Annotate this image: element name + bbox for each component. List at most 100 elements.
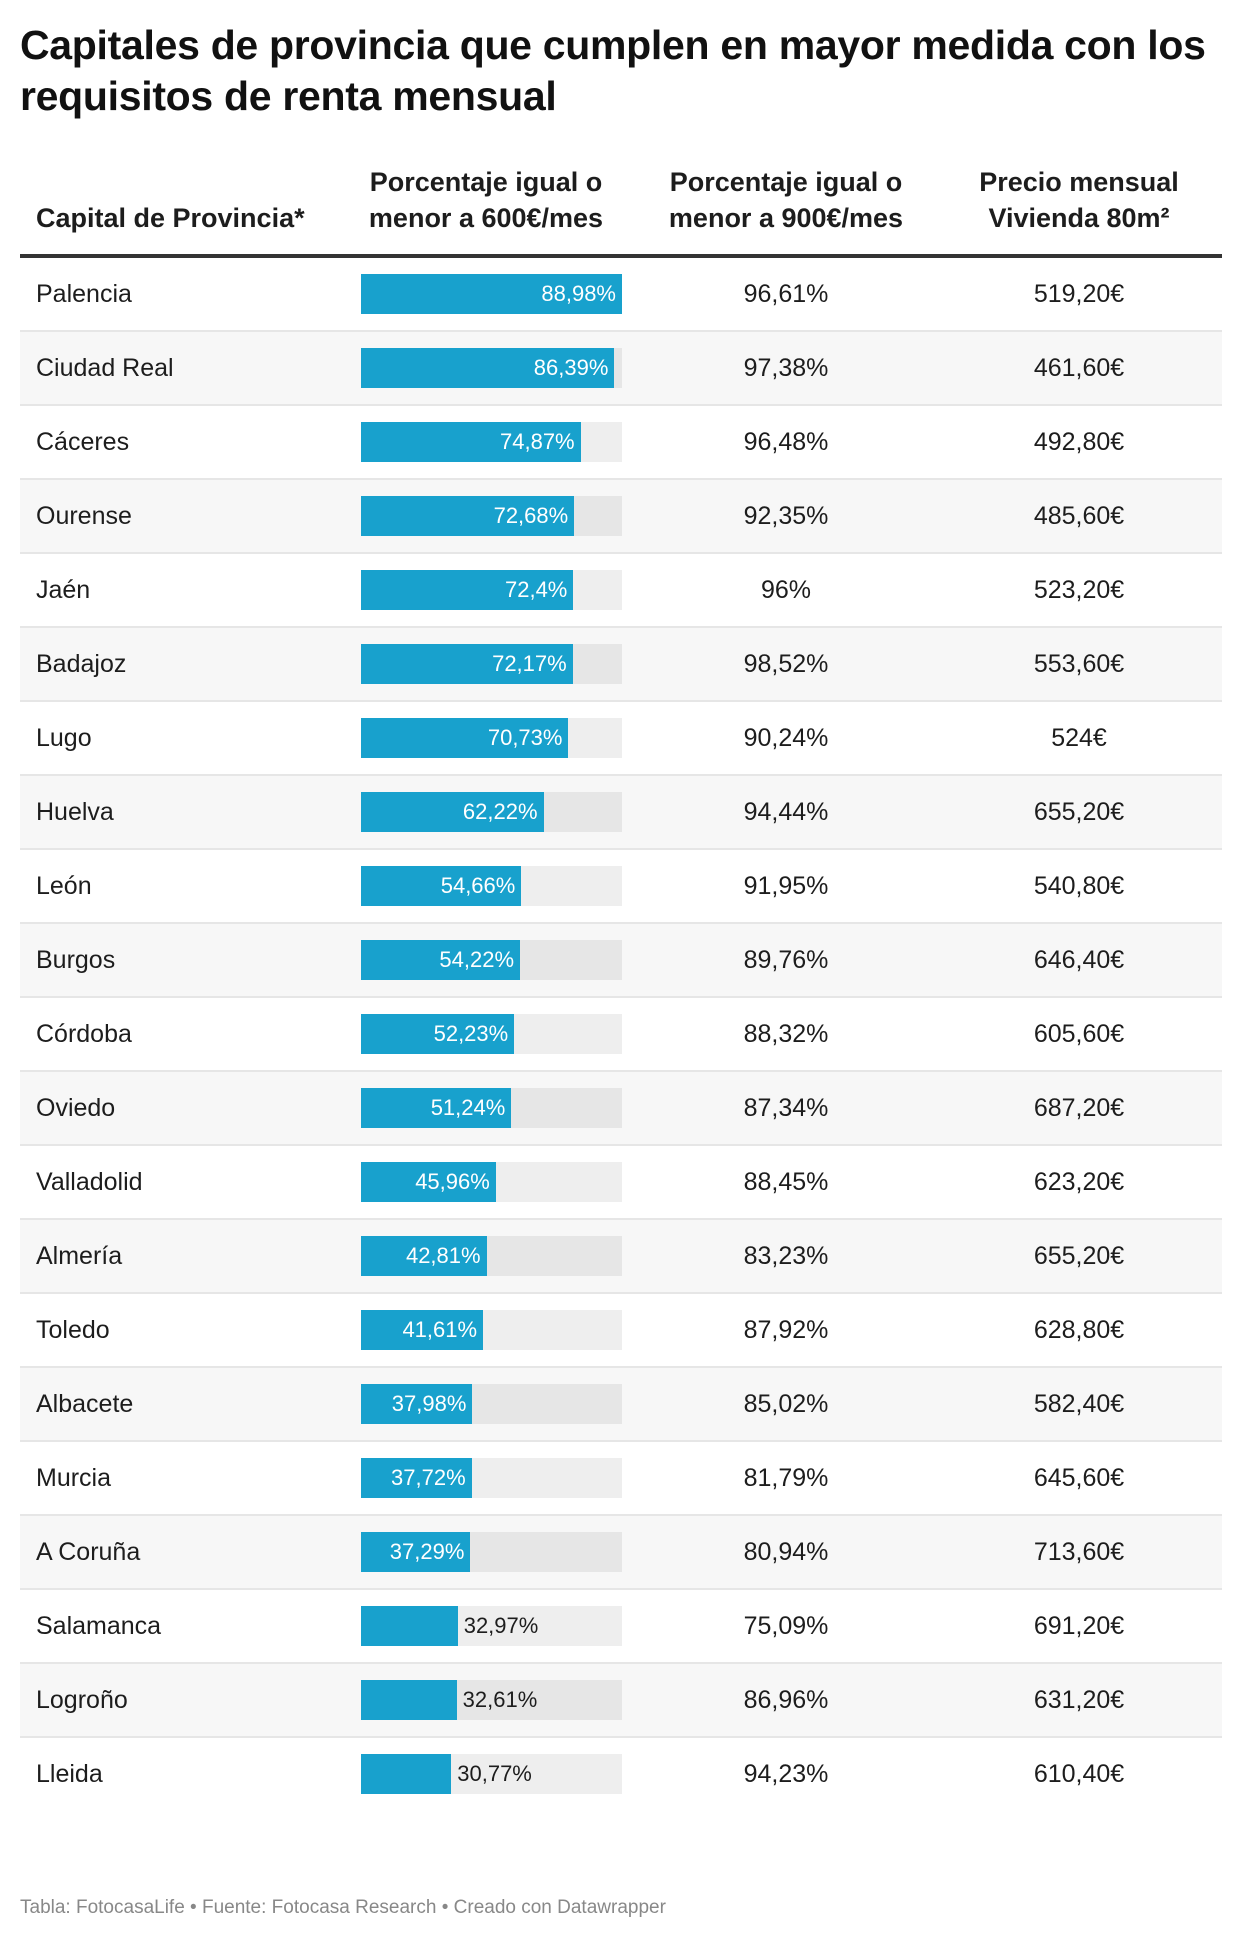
bar-track: 62,22%	[361, 792, 622, 832]
bar-track: 54,66%	[361, 866, 622, 906]
cell-capital: Valladolid	[20, 1145, 336, 1220]
cell-600: 51,24%	[336, 1071, 636, 1146]
footer-credits: Tabla: FotocasaLife • Fuente: Fotocasa R…	[20, 1897, 666, 1918]
cell-precio: 461,60€	[936, 331, 1222, 406]
cell-precio: 713,60€	[936, 1515, 1222, 1590]
bar-label: 54,66%	[440, 873, 516, 898]
cell-capital: Toledo	[20, 1293, 336, 1368]
cell-capital: Albacete	[20, 1367, 336, 1442]
cell-900: 88,32%	[636, 997, 936, 1072]
bar-600	[361, 1606, 458, 1646]
cell-precio: 519,20€	[936, 256, 1222, 332]
cell-600: 52,23%	[336, 997, 636, 1072]
cell-precio: 485,60€	[936, 479, 1222, 554]
cell-600: 88,98%	[336, 256, 636, 332]
cell-capital: Ciudad Real	[20, 331, 336, 406]
cell-900: 75,09%	[636, 1589, 936, 1664]
cell-precio: 623,20€	[936, 1145, 1222, 1220]
bar-track: 51,24%	[361, 1088, 622, 1128]
cell-900: 87,92%	[636, 1293, 936, 1368]
table-row: Lugo 70,73% 90,24% 524€	[20, 701, 1222, 776]
bar-label: 37,98%	[391, 1391, 467, 1416]
header-900[interactable]: Porcentaje igual o menor a 900€/mes	[636, 164, 936, 258]
cell-600: 45,96%	[336, 1145, 636, 1220]
cell-precio: 655,20€	[936, 1219, 1222, 1294]
cell-600: 42,81%	[336, 1219, 636, 1294]
bar-600	[361, 1458, 472, 1498]
header-capital[interactable]: Capital de Provincia*	[20, 164, 336, 258]
header-600[interactable]: Porcentaje igual o menor a 600€/mes	[336, 164, 636, 258]
bar-600	[361, 792, 544, 832]
cell-900: 97,38%	[636, 331, 936, 406]
cell-precio: 646,40€	[936, 923, 1222, 998]
cell-900: 81,79%	[636, 1441, 936, 1516]
cell-900: 96,61%	[636, 256, 936, 332]
table-row: Córdoba 52,23% 88,32% 605,60€	[20, 997, 1222, 1072]
cell-900: 80,94%	[636, 1515, 936, 1590]
bar-label: 30,77%	[457, 1761, 532, 1786]
cell-900: 91,95%	[636, 849, 936, 924]
cell-precio: 691,20€	[936, 1589, 1222, 1664]
table-row: Murcia 37,72% 81,79% 645,60€	[20, 1441, 1222, 1516]
cell-capital: Lleida	[36, 1759, 103, 1788]
cell-600: 30,77%	[336, 1737, 636, 1810]
table-row: León 54,66% 91,95% 540,80€	[20, 849, 1222, 924]
cell-capital: Huelva	[20, 775, 336, 850]
cell-precio: 582,40€	[936, 1367, 1222, 1442]
table-row: Cáceres 74,87% 96,48% 492,80€	[20, 405, 1222, 480]
table-row: A Coruña 37,29% 80,94% 713,60€	[20, 1515, 1222, 1590]
cell-900: 92,35%	[636, 479, 936, 554]
bar-600	[361, 1236, 487, 1276]
header-precio[interactable]: Precio mensual Vivienda 80m²	[936, 164, 1222, 258]
bar-track: 37,29%	[361, 1532, 622, 1572]
bar-600	[361, 422, 581, 462]
bar-track: 41,61%	[361, 1310, 622, 1350]
cell-precio: 628,80€	[936, 1293, 1222, 1368]
bar-track: 30,77%	[361, 1754, 622, 1794]
cell-900: 94,23%	[743, 1759, 829, 1788]
bar-track: 54,22%	[361, 940, 622, 980]
cell-precio: 523,20€	[936, 553, 1222, 628]
cell-600: 62,22%	[336, 775, 636, 850]
bar-track: 37,98%	[361, 1384, 622, 1424]
cell-900: 87,34%	[636, 1071, 936, 1146]
cell-600: 32,97%	[336, 1589, 636, 1664]
cell-capital: Córdoba	[20, 997, 336, 1072]
bar-label: 72,4%	[504, 577, 568, 602]
cell-600: 54,66%	[336, 849, 636, 924]
cell-600: 86,39%	[336, 331, 636, 406]
bar-600	[361, 496, 575, 536]
bar-600	[361, 1014, 515, 1054]
cell-precio: 605,60€	[936, 997, 1222, 1072]
cell-capital: Burgos	[20, 923, 336, 998]
bar-label: 70,73%	[487, 725, 563, 750]
cell-600: 37,29%	[336, 1515, 636, 1590]
bar-label: 32,97%	[463, 1613, 539, 1638]
table-row: Logroño 32,61% 86,96% 631,20€	[20, 1663, 1222, 1738]
bar-track: 74,87%	[361, 422, 622, 462]
cell-900: 86,96%	[636, 1663, 936, 1738]
bar-600	[361, 1532, 471, 1572]
cell-capital: Ourense	[20, 479, 336, 554]
cell-precio: 540,80€	[936, 849, 1222, 924]
bar-track: 42,81%	[361, 1236, 622, 1276]
bar-600	[361, 1754, 452, 1794]
bar-600	[361, 1088, 512, 1128]
bar-track: 52,23%	[361, 1014, 622, 1054]
bar-600	[361, 644, 573, 684]
bar-label: 86,39%	[533, 355, 609, 380]
bar-label: 62,22%	[462, 799, 538, 824]
bar-label: 72,68%	[493, 503, 569, 528]
bar-label: 45,96%	[415, 1169, 490, 1194]
data-table: Capital de Provincia* Porcentaje igual o…	[20, 164, 1222, 1810]
bar-label: 88,98%	[541, 281, 616, 306]
cell-900: 90,24%	[636, 701, 936, 776]
table-row: Palencia 88,98% 96,61% 519,20€	[20, 256, 1222, 332]
cell-capital: Palencia	[20, 256, 336, 332]
bar-label: 37,29%	[389, 1539, 465, 1564]
cell-900: 94,44%	[636, 775, 936, 850]
cell-capital: Lugo	[20, 701, 336, 776]
bar-600	[361, 1162, 496, 1202]
cell-precio: 687,20€	[936, 1071, 1222, 1146]
bar-label: 41,61%	[402, 1317, 478, 1342]
